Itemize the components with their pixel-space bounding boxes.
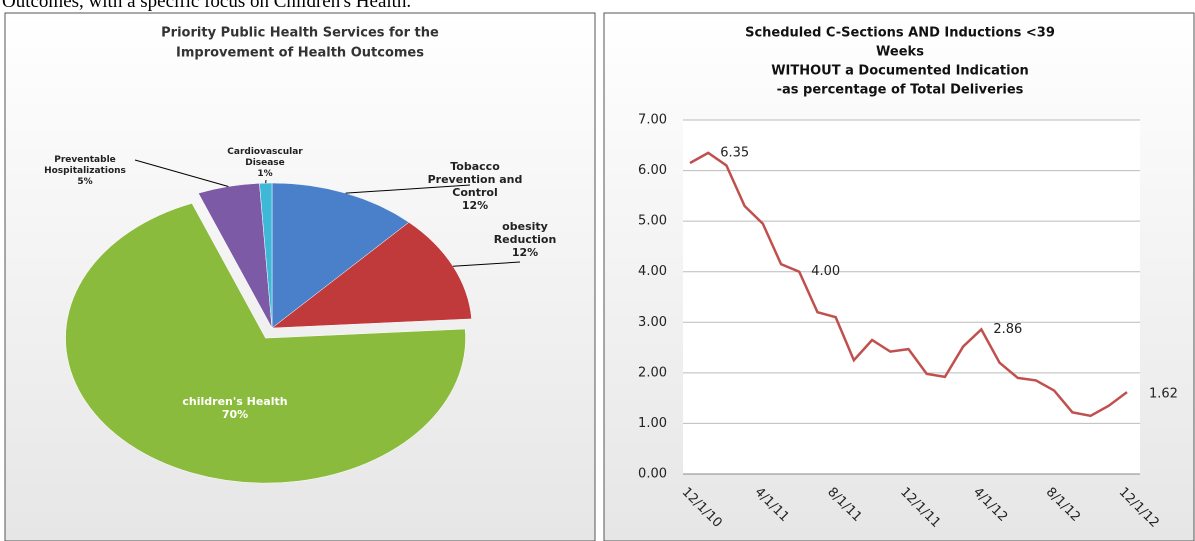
label-line: 70% xyxy=(221,408,249,421)
label-line: Preventable Hospitalizations xyxy=(44,155,126,176)
label-line: Tobacco Prevention and Control xyxy=(427,160,523,199)
label-line: 12% xyxy=(511,246,539,259)
label-line: children's Health xyxy=(182,395,288,408)
label-line: 5% xyxy=(77,177,93,187)
label-line: 1% xyxy=(257,169,273,179)
y-tick-label: 1.00 xyxy=(638,416,667,431)
y-tick-label: 5.00 xyxy=(638,214,667,229)
leader-line xyxy=(134,159,229,187)
y-tick-label: 2.00 xyxy=(638,365,667,380)
y-tick-label: 4.00 xyxy=(638,264,667,279)
chart-title: -as percentage of Total Deliveries xyxy=(777,83,1024,98)
caption: Outcomes, with a specific focus on Child… xyxy=(2,0,412,12)
label-line: 12% xyxy=(461,199,489,212)
chart-title: Improvement of Health Outcomes xyxy=(176,46,424,61)
label-line: Cardiovascular Disease xyxy=(227,147,303,168)
leader-line xyxy=(452,261,521,267)
label-line: obesity Reduction xyxy=(493,220,557,246)
chart-title: WITHOUT a Documented Indication xyxy=(771,64,1029,79)
pie-slice xyxy=(271,182,410,329)
pie-slice xyxy=(271,221,472,329)
data-label: 1.62 xyxy=(1149,387,1178,402)
pie-slice xyxy=(65,203,466,484)
data-label: obesity Reduction 12% xyxy=(470,220,580,259)
plot-area xyxy=(683,120,1140,474)
chart-title: Weeks xyxy=(876,45,924,60)
data-label: 6.35 xyxy=(720,145,749,160)
y-tick-label: 0.00 xyxy=(638,467,667,482)
data-label: 4.00 xyxy=(811,264,840,279)
data-label: Preventable Hospitalizations 5% xyxy=(30,155,140,188)
data-label: Tobacco Prevention and Control 12% xyxy=(420,160,530,212)
y-tick-label: 7.00 xyxy=(638,113,667,128)
data-line xyxy=(689,151,1128,418)
y-tick-label: 6.00 xyxy=(638,163,667,178)
y-tick-label: 3.00 xyxy=(638,315,667,330)
leader-line xyxy=(345,184,471,194)
chart-title: Scheduled C-Sections AND Inductions <39 xyxy=(745,26,1055,41)
data-label: 2.86 xyxy=(993,322,1022,337)
data-label: children's Health 70% xyxy=(170,395,300,421)
data-label: Cardiovascular Disease 1% xyxy=(215,147,315,180)
chart-title: Priority Public Health Services for the xyxy=(161,26,439,41)
